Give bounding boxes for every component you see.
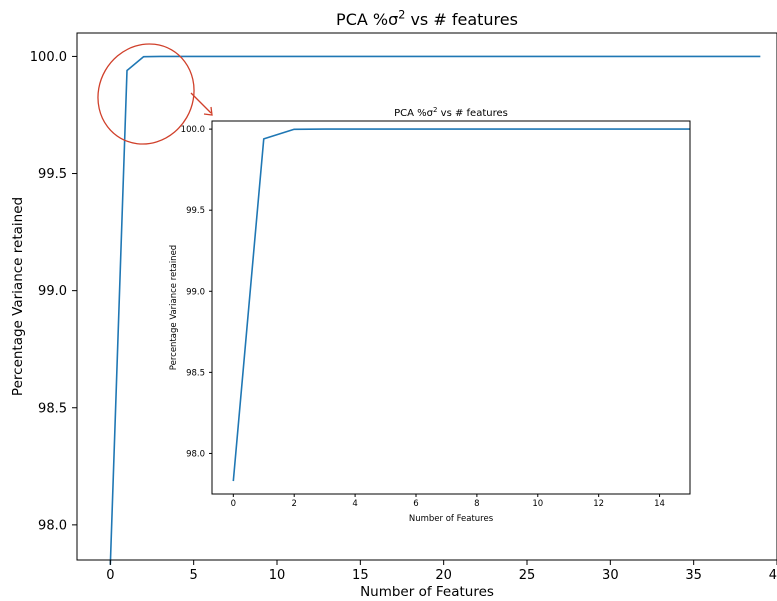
inset-ytick-label-0: 98.0 [186, 449, 205, 459]
main-ytick-label-1: 98.5 [38, 401, 67, 416]
inset-ylabel: Percentage Variance retained [169, 245, 179, 370]
main-title: PCA %σ2 vs # features [336, 9, 518, 29]
inset-ytick-label-2: 99.0 [186, 287, 205, 297]
inset-ytick-label-3: 99.5 [186, 206, 205, 216]
inset-title: PCA %σ2 vs # features [394, 106, 508, 119]
inset-plot-area [212, 121, 690, 494]
main-frame [76, 32, 777, 561]
inset-xtick-label-2: 4 [352, 499, 357, 509]
inset-xlabel: Number of Features [409, 514, 494, 524]
main-series-line-0 [109, 55, 761, 565]
main-ytick-label-0: 98.0 [38, 518, 67, 533]
main-xtick-label-4: 20 [435, 568, 452, 583]
inset-xtick-label-0: 0 [231, 499, 236, 509]
main-xtick-label-7: 35 [685, 568, 702, 583]
inset-series-line-0 [232, 128, 690, 482]
inset-xtick-label-7: 14 [654, 499, 665, 509]
main-xtick-label-8: 40 [769, 568, 777, 583]
inset-xtick-label-4: 8 [474, 499, 479, 509]
annotation-ellipse [97, 43, 195, 145]
inset-xtick-label-5: 10 [532, 499, 543, 509]
main-xtick-label-6: 30 [602, 568, 619, 583]
inset-xtick-label-6: 12 [593, 499, 604, 509]
main-xtick-label-1: 5 [190, 568, 198, 583]
inset-frame [211, 120, 691, 495]
main-xlabel: Number of Features [360, 584, 494, 600]
inset-group: 0 2 4 6 8 10 12 14 98.0 98.5 99.0 99.5 100.0 PCA %σ2 … [169, 106, 691, 524]
main-xtick-label-2: 10 [269, 568, 286, 583]
inset-xtick-label-3: 6 [413, 499, 418, 509]
annotation-arrow-line [190, 92, 212, 114]
main-ytick-label-2: 99.0 [38, 284, 67, 299]
main-xtick-label-0: 0 [106, 568, 114, 583]
main-ytick-label-3: 99.5 [38, 167, 67, 182]
main-xtick-label-3: 15 [352, 568, 369, 583]
inset-ytick-label-1: 98.5 [186, 368, 205, 378]
inset-xtick-label-1: 2 [291, 499, 296, 509]
annotation-arrow-head [203, 106, 213, 116]
main-ylabel: Percentage Variance retained [10, 197, 26, 396]
inset-ytick-label-4: 100.0 [181, 125, 205, 135]
main-ytick-label-4: 100.0 [30, 50, 67, 65]
main-xtick-label-5: 25 [519, 568, 536, 583]
